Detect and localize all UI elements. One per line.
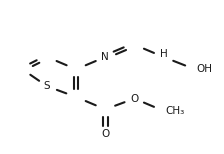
Text: CH₃: CH₃ [166, 106, 185, 116]
Text: OH: OH [196, 64, 212, 74]
Text: N: N [101, 52, 109, 62]
Text: N: N [160, 49, 167, 59]
Text: O: O [130, 94, 138, 103]
Text: O: O [101, 129, 109, 139]
Text: H: H [160, 49, 167, 59]
Text: S: S [44, 81, 50, 91]
